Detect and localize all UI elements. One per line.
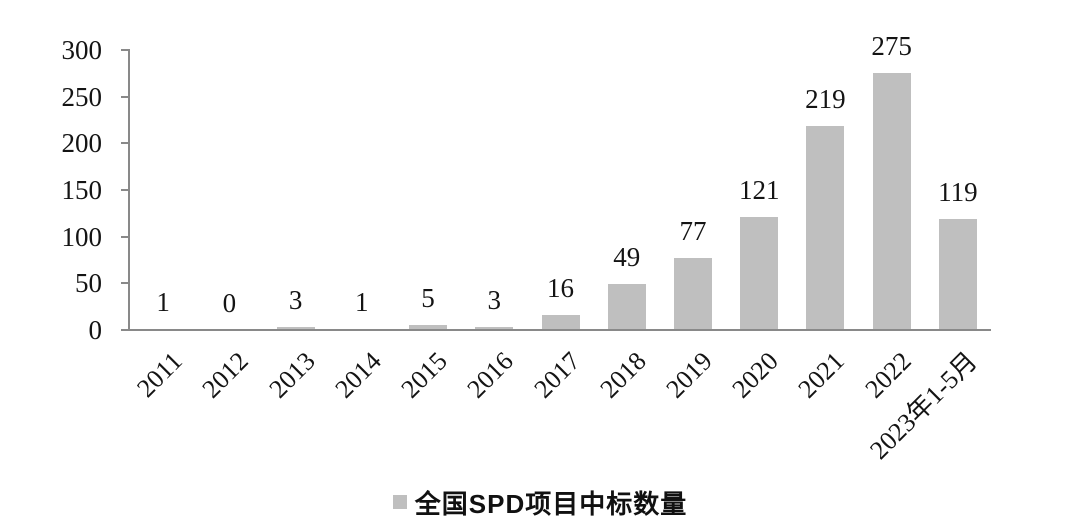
- x-axis-category-label: 2022: [859, 346, 917, 404]
- y-axis-tick-mark: [121, 49, 130, 51]
- bar-2022: [872, 73, 911, 330]
- x-axis-category-label: 2017: [528, 346, 586, 404]
- y-axis-tick-label: 50: [75, 268, 102, 299]
- y-axis-tick-label: 250: [61, 81, 103, 112]
- legend: 全国SPD项目中标数量: [0, 485, 1080, 519]
- bar-2020: [740, 217, 779, 330]
- bar-value-label: 77: [679, 216, 707, 247]
- bar-value-label: 219: [805, 83, 846, 114]
- x-axis-category-label: 2016: [461, 346, 520, 404]
- bar-2013: [276, 327, 315, 330]
- bar-value-label: 3: [288, 285, 303, 316]
- y-axis-line: [128, 50, 130, 331]
- bar-value-label: 1: [355, 287, 369, 317]
- bar-2015: [409, 325, 448, 330]
- bar-value-label: 16: [547, 273, 574, 304]
- y-axis-tick-mark: [121, 329, 130, 331]
- x-axis-category-label: 2015: [395, 346, 453, 404]
- x-axis-category-label: 2018: [594, 346, 652, 404]
- x-axis-category-label: 2020: [726, 346, 784, 404]
- x-axis-category-label: 2019: [660, 346, 718, 404]
- y-axis-tick-label: 300: [61, 35, 103, 65]
- y-axis-tick-label: 150: [61, 175, 103, 205]
- bar-value-label: 3: [487, 285, 502, 316]
- x-axis-category-label: 2013: [263, 346, 321, 404]
- bar-2018: [607, 284, 646, 330]
- bar-2021: [806, 125, 845, 330]
- y-axis-tick-label: 0: [88, 315, 103, 345]
- bar-value-label: 0: [222, 288, 237, 318]
- bar-value-label: 1: [156, 287, 170, 317]
- bar-value-label: 121: [738, 175, 780, 206]
- bar-value-label: 119: [938, 176, 978, 207]
- legend-marker-swatch: [392, 495, 407, 509]
- x-axis-category-label: 2014: [329, 346, 387, 404]
- y-axis-tick-label: 100: [61, 221, 103, 252]
- y-axis-tick-mark: [121, 282, 130, 285]
- x-axis-category-label: 2021: [792, 346, 851, 404]
- y-axis-tick-mark: [121, 95, 130, 98]
- bar-value-label: 275: [871, 31, 912, 62]
- bar-2017: [541, 315, 580, 330]
- y-axis-tick-mark: [121, 189, 130, 191]
- y-axis-tick-mark: [121, 142, 130, 145]
- y-axis-tick-mark: [121, 235, 130, 238]
- x-axis-line: [128, 329, 991, 331]
- bar-value-label: 49: [613, 242, 641, 273]
- x-axis-category-label: 2011: [131, 346, 188, 403]
- bar-value-label: 5: [421, 283, 435, 314]
- legend-series-label: 全国SPD项目中标数量: [414, 488, 688, 519]
- bar-2016: [475, 327, 514, 330]
- bar-2019: [673, 258, 712, 330]
- y-axis-tick-label: 200: [61, 128, 103, 159]
- bar-2023年1-5月: [938, 218, 977, 330]
- x-axis-category-label: 2012: [196, 346, 255, 404]
